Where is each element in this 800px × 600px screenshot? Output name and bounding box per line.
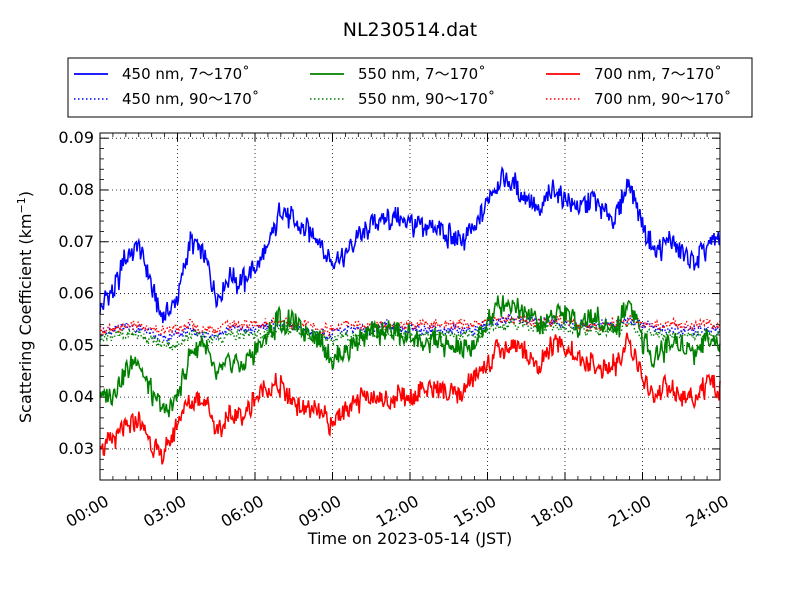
series-line-0 xyxy=(99,165,721,324)
series-line-4 xyxy=(99,332,721,465)
legend-label: 550 nm, 7～170˚ xyxy=(358,65,486,83)
y-tick-label: 0.04 xyxy=(58,387,94,406)
y-tick-label: 0.07 xyxy=(58,232,94,251)
legend-label: 700 nm, 7～170˚ xyxy=(594,65,722,83)
x-axis-label: Time on 2023-05-14 (JST) xyxy=(307,529,512,548)
axis-ticks xyxy=(99,133,721,480)
y-axis-label-main: Scattering Coefficient (km xyxy=(16,213,35,423)
grid-lines xyxy=(99,133,721,480)
y-axis-label: Scattering Coefficient (km−1) xyxy=(15,191,36,423)
y-tick-label: 0.08 xyxy=(58,180,94,199)
legend-label: 450 nm, 90～170˚ xyxy=(122,90,259,108)
y-axis-label-close: ) xyxy=(16,191,35,197)
chart-title: NL230514.dat xyxy=(343,19,478,41)
legend-label: 550 nm, 90～170˚ xyxy=(358,90,495,108)
series-line-5 xyxy=(99,313,721,337)
plot-frame xyxy=(99,132,721,481)
plot-area xyxy=(100,133,720,480)
y-axis-label-exponent: −1 xyxy=(15,197,28,213)
legend-label: 450 nm, 7～170˚ xyxy=(122,65,250,83)
series-layer xyxy=(99,165,721,465)
legend: 450 nm, 7～170˚ 450 nm, 90～170˚ 550 nm, 7～1… xyxy=(67,57,753,118)
series-line-2 xyxy=(99,295,721,418)
y-tick-labels: 0.03 0.04 0.05 0.06 0.07 0.08 0.09 xyxy=(58,128,94,458)
y-tick-label: 0.05 xyxy=(58,335,94,354)
y-tick-label: 0.06 xyxy=(58,284,94,303)
legend-box xyxy=(67,57,753,118)
y-tick-label: 0.09 xyxy=(58,128,94,147)
legend-label: 700 nm, 90～170˚ xyxy=(594,90,731,108)
y-tick-label: 0.03 xyxy=(58,439,94,458)
